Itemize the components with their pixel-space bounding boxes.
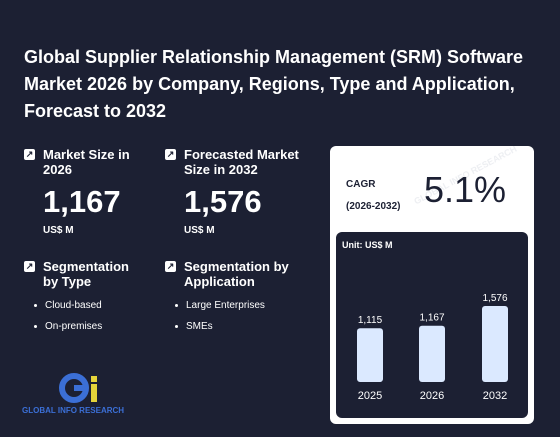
bar-2025 [357, 328, 383, 382]
x-tick-label: 2032 [483, 390, 507, 402]
bar-value-label: 1,576 [482, 293, 507, 304]
forecast-unit: US$ M [184, 225, 215, 236]
segment-label: On-premises [45, 321, 103, 332]
forecast-label: Forecasted Market Size in 2032 [184, 147, 299, 177]
chart-unit-label: Unit: US$ M [342, 240, 393, 250]
forecast-value: 1,576 [184, 184, 262, 219]
cagr-value: 5.1% [423, 169, 507, 210]
bar-value-label: 1,167 [419, 313, 444, 324]
bullet-icon [34, 304, 37, 307]
segmentation-application: ↗ Segmentation by Application Large Ente… [165, 259, 315, 341]
segmentation-application-label: Segmentation by Application [184, 259, 289, 289]
trend-arrow-icon: ↗ [165, 149, 176, 160]
list-item: SMEs [175, 320, 315, 333]
cagr-card: GLOBAL INFO RESEARCH CAGR (2026-2032) 5.… [330, 146, 534, 424]
market-size-unit: US$ M [43, 225, 74, 236]
segmentation-type-label: Segmentation by Type [43, 259, 129, 289]
segment-label: Cloud-based [45, 300, 102, 311]
bar-2026 [419, 325, 445, 382]
bar-chart-svg: 1,115 2025 1,167 2026 1,576 2032 [357, 293, 508, 402]
list-item: Cloud-based [34, 299, 144, 312]
bar-chart: Unit: US$ M 1,115 2025 1,167 2026 1,576 2032 [336, 232, 528, 418]
logo-text: GLOBAL INFO RESEARCH [22, 406, 125, 415]
forecast-stat: ↗ Forecasted Market Size in 2032 1,576 U… [165, 147, 315, 236]
x-tick-label: 2025 [358, 390, 382, 402]
x-tick-label: 2026 [420, 390, 444, 402]
market-size-label: Market Size in 2026 [43, 147, 130, 177]
trend-arrow-icon: ↗ [24, 149, 35, 160]
segment-label: SMEs [186, 321, 213, 332]
logo-icon [59, 373, 97, 403]
market-size-stat: ↗ Market Size in 2026 1,167 US$ M [24, 147, 144, 236]
bar-2032 [482, 306, 508, 382]
report-title: Global Supplier Relationship Management … [24, 47, 524, 121]
market-size-value: 1,167 [43, 184, 121, 219]
list-item: Large Enterprises [175, 299, 315, 312]
cagr-label-line1: CAGR [346, 179, 376, 190]
segmentation-type: ↗ Segmentation by Type Cloud-based On-pr… [24, 259, 144, 341]
bullet-icon [34, 325, 37, 328]
list-item: On-premises [34, 320, 144, 333]
trend-arrow-icon: ↗ [165, 261, 176, 272]
segmentation-application-list: Large Enterprises SMEs [165, 299, 315, 333]
bar-value-label: 1,115 [358, 315, 383, 326]
bullet-icon [175, 325, 178, 328]
company-logo: GLOBAL INFO RESEARCH [22, 372, 142, 420]
segment-label: Large Enterprises [186, 300, 265, 311]
cagr-label-line2: (2026-2032) [346, 201, 401, 212]
bullet-icon [175, 304, 178, 307]
segmentation-type-list: Cloud-based On-premises [24, 299, 144, 333]
cagr-label: CAGR (2026-2032) [346, 174, 400, 218]
trend-arrow-icon: ↗ [24, 261, 35, 272]
